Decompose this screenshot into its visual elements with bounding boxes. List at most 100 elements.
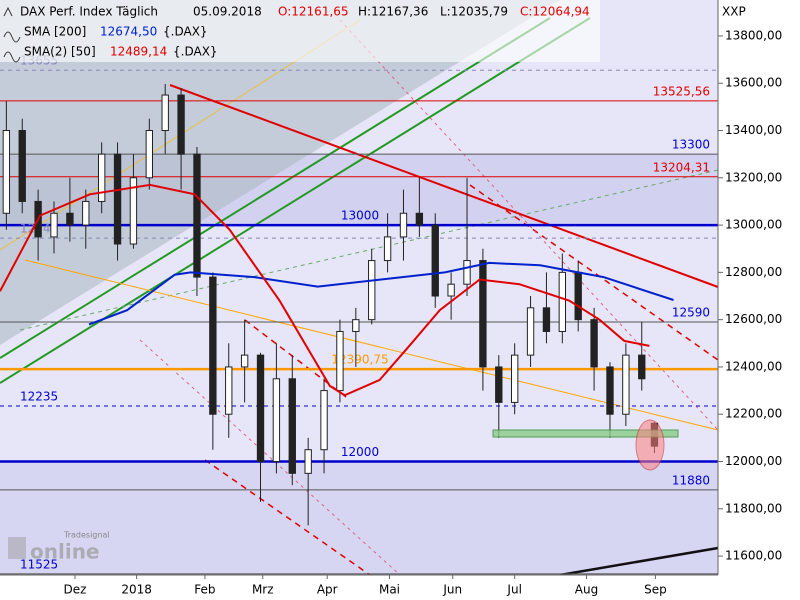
trendline	[139, 339, 401, 576]
legend: DAX Perf. Index Täglich 05.09.2018 O:121…	[3, 5, 590, 63]
candle-body	[82, 200, 90, 226]
trendline	[169, 84, 719, 288]
candle-body	[288, 378, 296, 474]
candle-body	[193, 153, 201, 278]
candle-body	[606, 366, 614, 415]
candle-body	[558, 271, 567, 332]
level-label: 12390,75	[331, 353, 388, 367]
y-tick-label: 13000,00	[725, 218, 782, 232]
candle-body	[495, 366, 503, 403]
candle-body	[352, 319, 360, 332]
candle-body	[304, 449, 312, 474]
candle-body	[50, 212, 58, 238]
candle-body	[240, 354, 249, 368]
y-tick-label: 11800,00	[725, 501, 782, 515]
watermark-big: online	[30, 540, 100, 564]
trendline	[0, 17, 551, 359]
candle-body	[113, 153, 122, 245]
x-tick-label: Mai	[379, 583, 400, 597]
legend-high: H:12167,36	[358, 5, 428, 19]
trendline	[339, 19, 719, 431]
x-tick-label: Mrz	[252, 583, 274, 597]
level-label: 13204,31	[653, 160, 710, 174]
candle-body	[542, 307, 551, 332]
x-tick-label: Apr	[317, 583, 338, 597]
level-label: 13300	[672, 138, 710, 152]
level-label: 12000	[341, 445, 379, 459]
candle-body	[97, 153, 106, 202]
candle-body	[256, 354, 265, 463]
zone-band	[0, 461, 718, 575]
x-tick-label: Aug	[575, 583, 598, 597]
candle-body	[590, 319, 598, 368]
legend-date: 05.09.2018	[193, 5, 262, 19]
candle-body	[145, 130, 153, 179]
indicators	[0, 183, 674, 397]
candle-body	[638, 354, 646, 380]
candle-body	[177, 94, 185, 155]
trendline	[559, 546, 719, 577]
y-tick-label: 13800,00	[725, 28, 782, 42]
level-label: 12590	[672, 306, 710, 320]
candle-body	[479, 260, 487, 368]
y-tick-label: 12400,00	[725, 359, 782, 373]
legend-background	[0, 0, 600, 62]
legend-source: {.DAX}	[173, 45, 218, 59]
indicator-line	[0, 183, 650, 397]
candle-body	[18, 130, 26, 202]
candle-body	[447, 283, 455, 297]
level-label: 13000	[341, 209, 379, 223]
candle-body	[320, 390, 328, 451]
level-label: 11525	[20, 557, 58, 571]
candle-body	[336, 330, 344, 392]
x-tick-label: Jun	[442, 583, 462, 597]
axes: 11600,00 11800,00 12000,00 12200,00 12400,00…	[64, 28, 783, 596]
level-label: 12235	[20, 389, 58, 403]
support-zone	[492, 429, 679, 438]
candle-body	[431, 224, 439, 297]
candle-body	[2, 130, 11, 214]
y-tick-label: 12800,00	[725, 265, 782, 279]
x-tick-label: Sep	[644, 583, 667, 597]
candle-body	[161, 94, 169, 132]
candle-body	[129, 177, 138, 245]
trendline	[24, 259, 719, 431]
legend-name: SMA [200]	[24, 25, 86, 39]
y-tick-label: 12200,00	[725, 407, 782, 421]
candle-body	[415, 212, 424, 226]
x-tick-label: Feb	[194, 583, 215, 597]
axis-label: XXP	[722, 5, 746, 19]
candle-body	[368, 260, 376, 321]
legend-source: {.DAX}	[163, 25, 208, 39]
level-label: 11880	[672, 473, 710, 487]
y-tick-label: 13400,00	[725, 123, 782, 137]
candle-body	[526, 307, 535, 356]
y-tick-label: 11600,00	[725, 549, 782, 563]
x-axis-area	[0, 575, 718, 600]
candle-body	[574, 271, 582, 321]
candle-body	[510, 354, 519, 403]
legend-low: L:12035,79	[440, 5, 508, 19]
legend-open: O:12161,65	[278, 5, 349, 19]
channel-zone	[0, 0, 560, 345]
y-tick-label: 13200,00	[725, 170, 782, 184]
y-tick-label: 12600,00	[725, 312, 782, 326]
candle-body	[225, 366, 233, 415]
level-label: 13525,56	[653, 84, 710, 98]
x-tick-label: Dez	[64, 583, 87, 597]
x-tick-label: Jul	[506, 583, 521, 597]
legend-icon	[3, 31, 21, 43]
highlight-ellipse	[635, 419, 665, 471]
y-tick-label: 13600,00	[725, 76, 782, 90]
candle-body	[272, 378, 281, 463]
candle-body	[209, 276, 217, 415]
candle-body	[383, 236, 392, 262]
y-axis-area	[718, 0, 800, 600]
legend-close: C:12064,94	[520, 5, 590, 19]
indicator-line	[88, 261, 674, 326]
legend-icon	[3, 6, 13, 17]
legend-value: 12489,14	[110, 45, 167, 59]
legend-value: 12674,50	[100, 25, 157, 39]
x-tick-label: 2018	[121, 583, 152, 597]
